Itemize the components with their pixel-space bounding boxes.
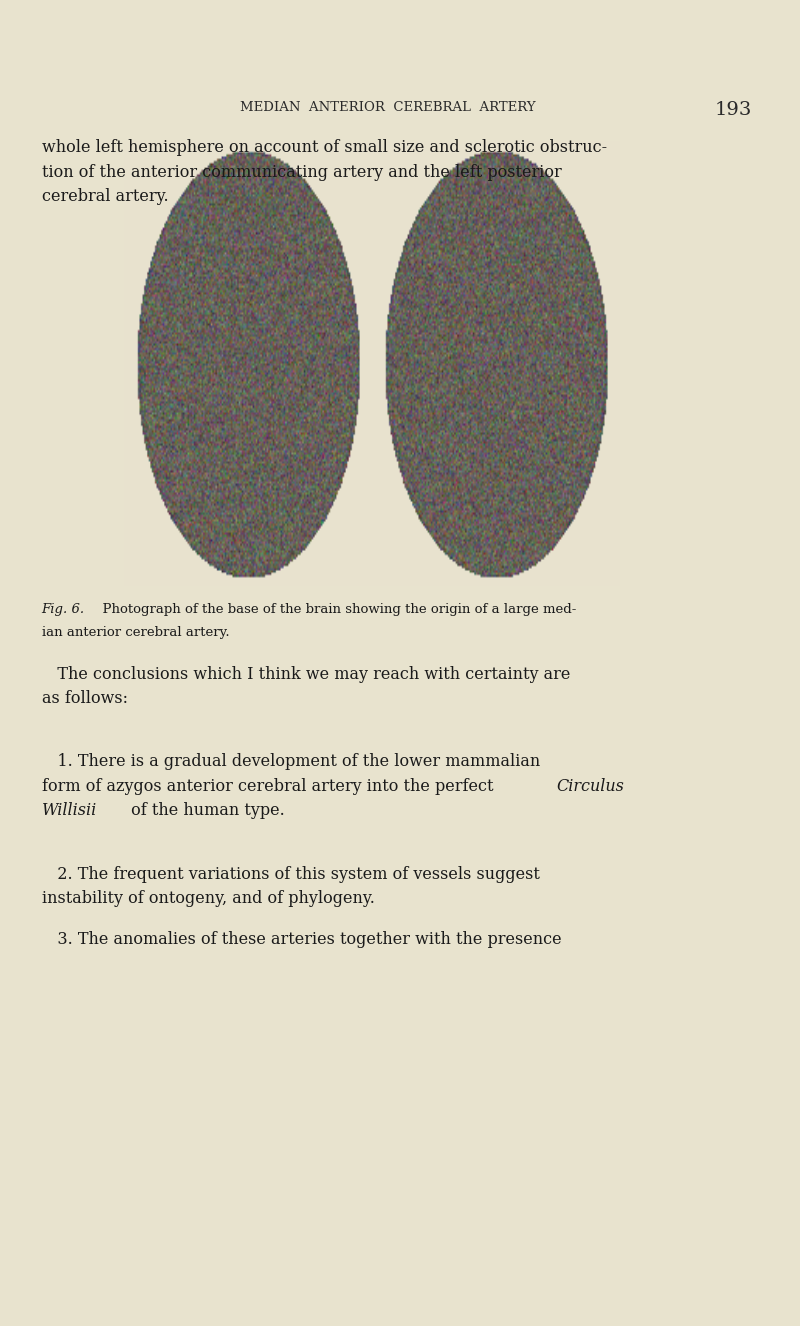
- Text: of the human type.: of the human type.: [126, 802, 285, 819]
- Text: Fig. 6.: Fig. 6.: [42, 603, 85, 617]
- Text: 1. There is a gradual development of the lower mammalian: 1. There is a gradual development of the…: [42, 753, 540, 770]
- Text: Circulus: Circulus: [556, 777, 624, 794]
- Text: whole left hemisphere on account of small size and sclerotic obstruc-: whole left hemisphere on account of smal…: [42, 139, 606, 156]
- Text: MEDIAN  ANTERIOR  CEREBRAL  ARTERY: MEDIAN ANTERIOR CEREBRAL ARTERY: [240, 101, 536, 114]
- Text: instability of ontogeny, and of phylogeny.: instability of ontogeny, and of phylogen…: [42, 891, 374, 907]
- Text: cerebral artery.: cerebral artery.: [42, 188, 168, 206]
- Text: 2. The frequent variations of this system of vessels suggest: 2. The frequent variations of this syste…: [42, 866, 539, 883]
- Text: Willisii: Willisii: [42, 802, 97, 819]
- Text: The conclusions which I think we may reach with certainty are: The conclusions which I think we may rea…: [42, 666, 570, 683]
- Text: as follows:: as follows:: [42, 690, 128, 707]
- Bar: [124, 142, 620, 586]
- Text: 193: 193: [714, 101, 752, 119]
- Text: Photograph of the base of the brain showing the origin of a large med-: Photograph of the base of the brain show…: [94, 603, 577, 617]
- Text: form of azygos anterior cerebral artery into the perfect: form of azygos anterior cerebral artery …: [42, 777, 498, 794]
- Text: tion of the anterior communicating artery and the left posterior: tion of the anterior communicating arter…: [42, 163, 562, 180]
- Text: 3. The anomalies of these arteries together with the presence: 3. The anomalies of these arteries toget…: [42, 931, 562, 948]
- Text: ian anterior cerebral artery.: ian anterior cerebral artery.: [42, 626, 230, 639]
